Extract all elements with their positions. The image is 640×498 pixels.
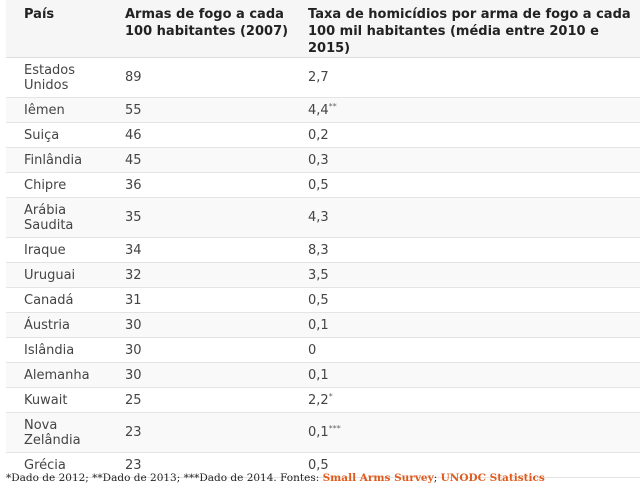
cell-country: Nova Zelândia xyxy=(6,412,118,453)
homicide-rate-value: 8,3 xyxy=(308,242,329,258)
homicide-rate-value: 2,2 xyxy=(308,392,329,408)
homicide-rate-value: 0 xyxy=(308,342,317,358)
table-row: Estados Unidos 89 2,7 xyxy=(6,57,640,98)
table-row: Uruguai 32 3,5 xyxy=(6,262,640,288)
homicide-rate-value: 0,3 xyxy=(308,152,329,168)
cell-homicide-rate: 0,1 xyxy=(301,362,640,388)
homicide-rate-value: 2,7 xyxy=(308,70,329,85)
header-guns-per-100: Armas de fogo a cada 100 habitantes (200… xyxy=(118,0,301,58)
cell-homicide-rate: 0 xyxy=(301,337,640,363)
homicide-rate-value: 0,5 xyxy=(308,457,329,473)
table-row: Kuwait 25 2,2* xyxy=(6,387,640,413)
cell-homicide-rate: 4,3 xyxy=(301,197,640,238)
table-row: Nova Zelândia 23 0,1*** xyxy=(6,412,640,453)
table-row: Arábia Saudita 35 4,3 xyxy=(6,197,640,238)
homicide-rate-value: 0,1 xyxy=(308,425,329,440)
table-body: Estados Unidos 89 2,7 Iêmen 55 4,4** Suiça 46 0,… xyxy=(6,57,640,478)
cell-homicide-rate: 2,2* xyxy=(301,387,640,413)
cell-country: Finlândia xyxy=(6,147,118,173)
homicide-rate-value: 3,5 xyxy=(308,267,329,283)
cell-country: Grécia xyxy=(6,452,118,478)
cell-guns-per-100: 46 xyxy=(118,122,301,148)
cell-homicide-rate: 0,1 xyxy=(301,312,640,338)
table-row: Islândia 30 0 xyxy=(6,337,640,363)
cell-country: Iêmen xyxy=(6,97,118,123)
table-row: Alemanha 30 0,1 xyxy=(6,362,640,388)
homicide-rate-value: 0,1 xyxy=(308,367,329,383)
data-table-container: País Armas de fogo a cada 100 habitantes… xyxy=(6,0,640,478)
table-row: Iêmen 55 4,4** xyxy=(6,97,640,123)
cell-country: Chipre xyxy=(6,172,118,198)
cell-guns-per-100: 34 xyxy=(118,237,301,263)
cell-guns-per-100: 55 xyxy=(118,97,301,123)
cell-country: Áustria xyxy=(6,312,118,338)
homicide-rate-value: 4,4 xyxy=(308,102,329,118)
guns-homicide-table: País Armas de fogo a cada 100 habitantes… xyxy=(6,0,640,478)
homicide-rate-value: 4,3 xyxy=(308,210,329,225)
source-link-unodc-statistics[interactable]: UNODC Statistics xyxy=(440,472,545,484)
homicide-rate-value: 0,1 xyxy=(308,317,329,333)
table-row: Chipre 36 0,5 xyxy=(6,172,640,198)
table-row: Grécia 23 0,5 xyxy=(6,452,640,478)
cell-guns-per-100: 30 xyxy=(118,337,301,363)
cell-country: Kuwait xyxy=(6,387,118,413)
cell-guns-per-100: 31 xyxy=(118,287,301,313)
cell-homicide-rate: 4,4** xyxy=(301,97,640,123)
homicide-rate-value: 0,5 xyxy=(308,292,329,308)
cell-homicide-rate: 0,2 xyxy=(301,122,640,148)
cell-guns-per-100: 30 xyxy=(118,312,301,338)
header-homicide-rate: Taxa de homicídios por arma de fogo a ca… xyxy=(301,0,640,58)
table-header: País Armas de fogo a cada 100 habitantes… xyxy=(6,0,640,58)
table-row: Áustria 30 0,1 xyxy=(6,312,640,338)
cell-guns-per-100: 23 xyxy=(118,412,301,453)
cell-homicide-rate: 0,1*** xyxy=(301,412,640,453)
cell-country: Estados Unidos xyxy=(6,57,118,98)
cell-homicide-rate: 0,5 xyxy=(301,452,640,478)
cell-guns-per-100: 45 xyxy=(118,147,301,173)
cell-country: Canadá xyxy=(6,287,118,313)
source-link-small-arms-survey[interactable]: Small Arms Survey xyxy=(322,472,434,484)
cell-homicide-rate: 0,3 xyxy=(301,147,640,173)
cell-guns-per-100: 89 xyxy=(118,57,301,98)
table-row: Canadá 31 0,5 xyxy=(6,287,640,313)
homicide-rate-value: 0,5 xyxy=(308,177,329,193)
cell-country: Islândia xyxy=(6,337,118,363)
table-row: Iraque 34 8,3 xyxy=(6,237,640,263)
homicide-rate-value: 0,2 xyxy=(308,127,329,143)
cell-guns-per-100: 25 xyxy=(118,387,301,413)
table-row: Finlândia 45 0,3 xyxy=(6,147,640,173)
cell-guns-per-100: 23 xyxy=(118,452,301,478)
cell-guns-per-100: 32 xyxy=(118,262,301,288)
cell-homicide-rate: 3,5 xyxy=(301,262,640,288)
footnote-text: *Dado de 2012; **Dado de 2013; ***Dado d… xyxy=(6,472,323,484)
footnote-marker: * xyxy=(328,391,333,401)
cell-guns-per-100: 35 xyxy=(118,197,301,238)
cell-guns-per-100: 30 xyxy=(118,362,301,388)
cell-country: Uruguai xyxy=(6,262,118,288)
footnote-separator: ; xyxy=(433,472,438,484)
header-row: País Armas de fogo a cada 100 habitantes… xyxy=(6,0,640,58)
footnote: *Dado de 2012; **Dado de 2013; ***Dado d… xyxy=(6,472,640,484)
cell-homicide-rate: 2,7 xyxy=(301,57,640,98)
cell-homicide-rate: 0,5 xyxy=(301,287,640,313)
table-row: Suiça 46 0,2 xyxy=(6,122,640,148)
header-country: País xyxy=(6,0,118,58)
cell-country: Arábia Saudita xyxy=(6,197,118,238)
cell-homicide-rate: 0,5 xyxy=(301,172,640,198)
cell-country: Iraque xyxy=(6,237,118,263)
cell-country: Suiça xyxy=(6,122,118,148)
footnote-marker: *** xyxy=(328,424,341,433)
cell-homicide-rate: 8,3 xyxy=(301,237,640,263)
footnote-marker: ** xyxy=(328,101,337,111)
cell-country: Alemanha xyxy=(6,362,118,388)
cell-guns-per-100: 36 xyxy=(118,172,301,198)
